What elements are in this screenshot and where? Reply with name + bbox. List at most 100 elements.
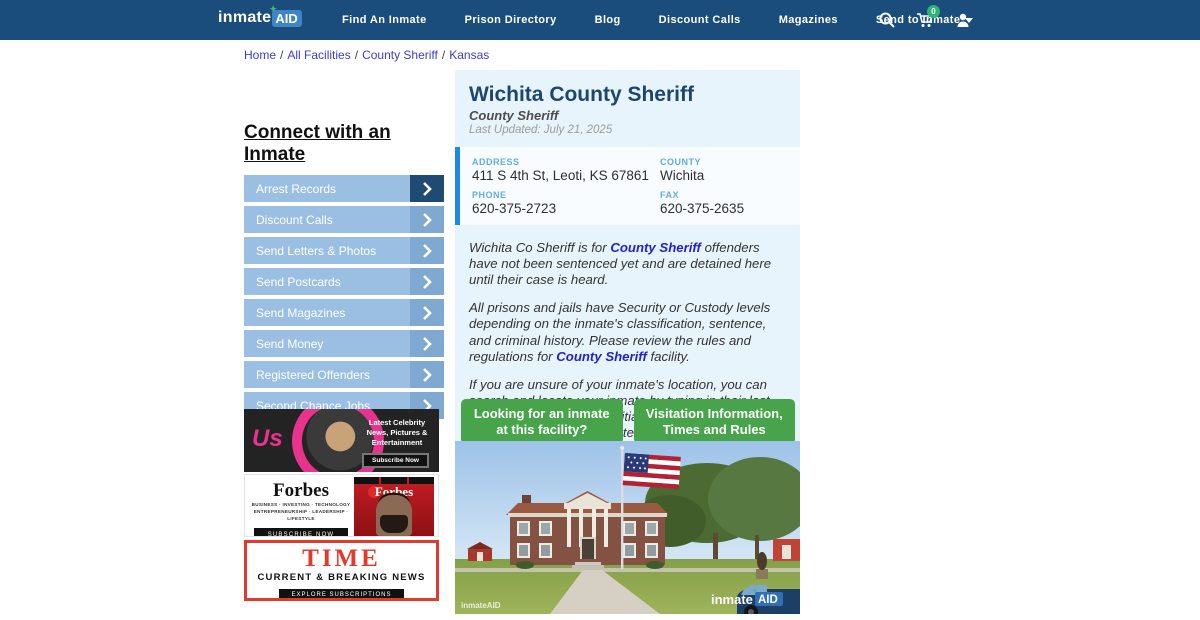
looking-for-inmate-button[interactable]: Looking for an inmate at this facility?	[461, 399, 623, 445]
breadcrumb-kansas[interactable]: Kansas	[449, 48, 490, 62]
visitation-info-button[interactable]: Visitation Information, Times and Rules	[633, 399, 795, 445]
nav-item-blog[interactable]: Blog	[594, 14, 621, 26]
us-weekly-subscribe-button[interactable]: Subscribe Now	[362, 453, 429, 468]
text-segment: facility.	[646, 348, 690, 364]
sidebar-item-label: Send Magazines	[244, 299, 410, 326]
chevron-right-icon	[410, 237, 444, 264]
breadcrumb-all-facilities[interactable]: All Facilities	[287, 48, 351, 62]
brand-logo-badge: ✦ AID	[269, 4, 302, 27]
cart-icon[interactable]: 0	[916, 5, 940, 29]
user-icon[interactable]	[954, 11, 972, 29]
nav-item-magazines[interactable]: Magazines	[778, 14, 838, 26]
search-icon[interactable]	[878, 11, 896, 29]
facility-type: County Sheriff	[469, 108, 559, 124]
svg-text:inmate: inmate	[711, 592, 753, 607]
county-sheriff-link[interactable]: County Sheriff	[610, 240, 701, 256]
nav-item-discount-calls[interactable]: Discount Calls	[658, 14, 741, 26]
forbes-subscribe-button[interactable]: SUBSCRIBE NOW	[253, 527, 349, 536]
photo-watermark-small: inmateAID	[461, 601, 501, 610]
time-logo: TIME	[302, 545, 381, 572]
sidebar-item-label: Send Postcards	[244, 268, 410, 295]
courthouse-building	[506, 491, 669, 569]
page-title: Wichita County Sheriff	[469, 83, 694, 106]
forbes-logo: Forbes	[273, 480, 329, 501]
sidebar-item-label: Send Money	[244, 330, 410, 357]
sidebar-connect: Connect with an Inmate Arrest Records Di…	[244, 122, 444, 423]
chevron-right-icon	[410, 330, 444, 357]
chevron-right-icon	[410, 361, 444, 388]
sidebar-item-label: Registered Offenders	[244, 361, 410, 388]
forbes-ad-left: Forbes BUSINESS · INVESTING · TECHNOLOGY…	[245, 475, 357, 536]
facility-paragraph-2: All prisons and jails have Security or C…	[469, 300, 786, 364]
cart-badge: 0	[927, 5, 940, 18]
photo-watermark-large: inmate AID ✦	[711, 587, 783, 607]
sidebar-item-send-money[interactable]: Send Money	[244, 330, 444, 357]
time-subscriptions-button[interactable]: EXPLORE SUBSCRIPTIONS	[279, 589, 404, 598]
sidebar-item-registered-offenders[interactable]: Registered Offenders	[244, 361, 444, 388]
breadcrumb-home[interactable]: Home	[244, 48, 277, 62]
forbes-topics-line1: BUSINESS · INVESTING · TECHNOLOGY	[251, 502, 351, 507]
us-weekly-logo: Us	[252, 425, 283, 452]
county-value: Wichita	[660, 168, 705, 184]
facility-contact-card: ADDRESS 411 S 4th St, Leoti, KS 67861 CO…	[455, 147, 800, 226]
phone-label: PHONE	[472, 190, 507, 201]
forbes-magazine-cover: Forbes	[354, 477, 434, 536]
address-value: 411 S 4th St, Leoti, KS 67861	[472, 168, 649, 184]
county-field: COUNTY Wichita	[660, 157, 800, 183]
sidebar-item-label: Send Letters & Photos	[244, 237, 410, 264]
sidebar-item-send-letters-photos[interactable]: Send Letters & Photos	[244, 237, 444, 264]
forbes-cover-dot	[368, 486, 380, 498]
phone-field: PHONE 620-375-2723	[472, 190, 660, 216]
facility-paragraph-1: Wichita Co Sheriff is for County Sheriff…	[469, 240, 786, 288]
top-navbar: inmate ✦ AID Find An Inmate Prison Direc…	[0, 0, 1200, 40]
us-weekly-tagline: Latest Celebrity News, Pictures & Entert…	[366, 418, 428, 448]
fax-label: FAX	[660, 190, 680, 201]
red-shed	[467, 542, 493, 561]
ad-forbes[interactable]: Forbes BUSINESS · INVESTING · TECHNOLOGY…	[244, 474, 439, 537]
text-segment: offenders have not been sentenced yet an…	[469, 240, 772, 288]
fax-value: 620-375-2635	[660, 201, 745, 217]
sidebar-item-label: Discount Calls	[244, 206, 410, 233]
sidebar-heading: Connect with an Inmate	[244, 122, 391, 165]
address-label: ADDRESS	[472, 157, 520, 168]
nav-links: Find An Inmate Prison Directory Blog Dis…	[342, 0, 974, 40]
text-segment: Wichita Co Sheriff is for	[469, 240, 611, 256]
chevron-right-icon	[410, 299, 444, 326]
county-label: COUNTY	[660, 157, 701, 168]
nav-icons: 0	[878, 0, 972, 40]
svg-text:AID: AID	[758, 594, 778, 606]
time-tagline: CURRENT & BREAKING NEWS	[257, 572, 426, 583]
forbes-topics-line2: ENTREPRENEURSHIP · LEADERSHIP · LIFESTYL…	[253, 508, 349, 521]
breadcrumb-county-sheriff[interactable]: County Sheriff	[362, 48, 438, 62]
fax-field: FAX 620-375-2635	[660, 190, 800, 216]
nav-item-find-an-inmate[interactable]: Find An Inmate	[342, 14, 427, 26]
address-field: ADDRESS 411 S 4th St, Leoti, KS 67861	[472, 157, 660, 183]
chevron-right-icon	[410, 268, 444, 295]
county-sheriff-link[interactable]: County Sheriff	[556, 348, 647, 364]
breadcrumb: Home / All Facilities / County Sheriff / Kansa…	[244, 48, 489, 62]
sidebar-item-send-magazines[interactable]: Send Magazines	[244, 299, 444, 326]
ad-us-weekly[interactable]: Us Latest Celebrity News, Pictures & Ent…	[244, 409, 439, 472]
brand-logo-suffix: AID	[275, 11, 298, 26]
ad-time[interactable]: TIME CURRENT & BREAKING NEWS EXPLORE SUB…	[244, 540, 439, 601]
facility-header: Wichita County Sheriff County Sheriff La…	[455, 70, 800, 148]
breadcrumb-separator: /	[280, 48, 284, 62]
last-updated: Last Updated: July 21, 2025	[469, 124, 613, 137]
sidebar-item-discount-calls[interactable]: Discount Calls	[244, 206, 444, 233]
sidebar-item-arrest-records[interactable]: Arrest Records	[244, 175, 444, 202]
star-icon: ✦	[269, 4, 277, 14]
brand-logo[interactable]: inmate ✦ AID	[218, 4, 302, 27]
ad-column: Us Latest Celebrity News, Pictures & Ent…	[244, 409, 439, 601]
text-segment: All prisons and jails have Security or C…	[469, 300, 771, 364]
svg-text:✦: ✦	[752, 587, 758, 595]
forbes-cover-topbars	[354, 477, 434, 484]
sidebar-item-label: Arrest Records	[244, 175, 410, 202]
nav-dropdown-label: Send to Inmate	[875, 14, 961, 26]
nav-dropdown-send-to-inmate[interactable]: Send to Inmate	[875, 14, 974, 26]
nav-item-prison-directory[interactable]: Prison Directory	[464, 14, 557, 26]
breadcrumb-separator: /	[441, 48, 446, 62]
chevron-right-icon	[410, 175, 444, 202]
sidebar-item-send-postcards[interactable]: Send Postcards	[244, 268, 444, 295]
chevron-right-icon	[410, 206, 444, 233]
